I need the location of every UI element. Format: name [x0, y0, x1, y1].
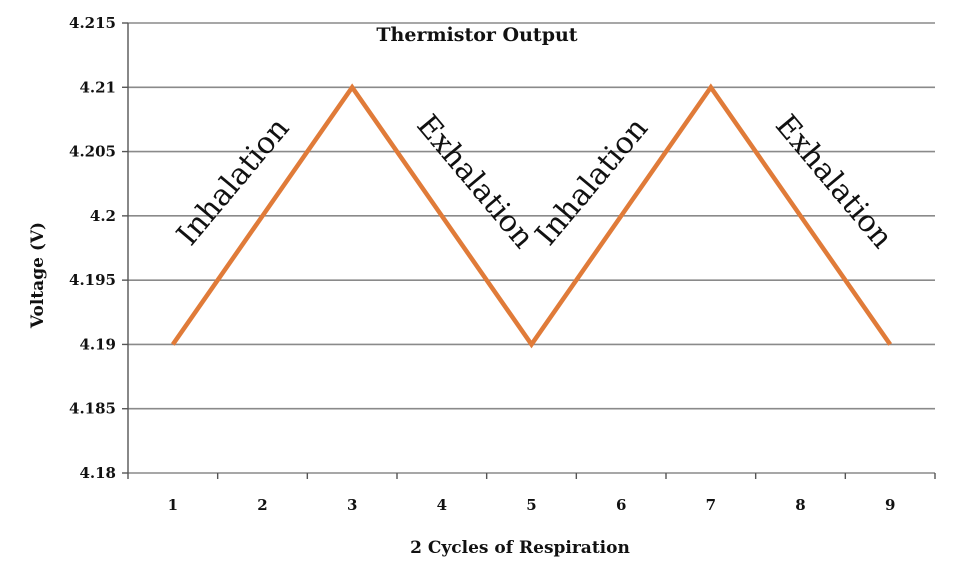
axes: [122, 22, 936, 479]
series-layer: [170, 83, 893, 349]
annotation-label: Inhalation: [529, 111, 655, 252]
y-tick-label: 4.2: [90, 207, 116, 225]
y-tick-label: 4.21: [79, 78, 116, 96]
x-tick-label: 9: [885, 496, 895, 514]
series-line: [170, 83, 893, 349]
x-tick-label: 5: [526, 496, 536, 514]
x-tick-label: 4: [437, 496, 447, 514]
annotation-label: Exhalation: [409, 108, 540, 255]
x-tick-label: 7: [706, 496, 716, 514]
y-tick-label: 4.205: [69, 143, 116, 161]
x-tick-label: 8: [795, 496, 805, 514]
x-axis-title: 2 Cycles of Respiration: [410, 538, 630, 558]
y-tick-label: 4.215: [69, 14, 116, 32]
x-tick-label: 1: [168, 496, 178, 514]
x-tick-label: 3: [347, 496, 357, 514]
annotation-label: Inhalation: [170, 111, 296, 252]
y-tick-label: 4.18: [79, 464, 116, 482]
chart-title: Thermistor Output: [376, 24, 577, 46]
tick-labels: 4.18 4.185 4.19 4.195 4.2 4.205 4.21 4.215 1 2 3 4 5…: [69, 14, 895, 514]
gridlines: [128, 22, 935, 474]
x-tick-label: 2: [257, 496, 267, 514]
x-tick-label: 6: [616, 496, 626, 514]
y-tick-label: 4.19: [79, 335, 116, 353]
y-axis-title: Voltage (V): [28, 222, 48, 329]
y-tick-label: 4.185: [69, 400, 116, 418]
y-tick-label: 4.195: [69, 271, 116, 289]
annotation-label: Exhalation: [768, 108, 899, 255]
